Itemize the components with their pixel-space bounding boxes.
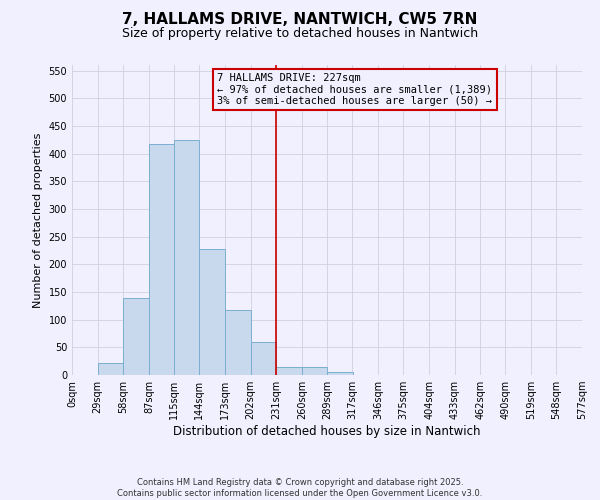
Bar xyxy=(251,342,276,375)
Bar xyxy=(302,366,328,375)
Text: Contains HM Land Registry data © Crown copyright and database right 2025.
Contai: Contains HM Land Registry data © Crown c… xyxy=(118,478,482,498)
X-axis label: Distribution of detached houses by size in Nantwich: Distribution of detached houses by size … xyxy=(173,425,481,438)
Text: Size of property relative to detached houses in Nantwich: Size of property relative to detached ho… xyxy=(122,28,478,40)
Bar xyxy=(328,372,353,375)
Bar xyxy=(276,367,302,375)
Bar xyxy=(225,310,251,375)
Text: 7 HALLAMS DRIVE: 227sqm
← 97% of detached houses are smaller (1,389)
3% of semi-: 7 HALLAMS DRIVE: 227sqm ← 97% of detache… xyxy=(217,72,493,106)
Bar xyxy=(98,363,123,375)
Bar xyxy=(149,144,175,375)
Bar xyxy=(123,298,149,375)
Bar xyxy=(173,140,199,375)
Text: 7, HALLAMS DRIVE, NANTWICH, CW5 7RN: 7, HALLAMS DRIVE, NANTWICH, CW5 7RN xyxy=(122,12,478,28)
Bar xyxy=(199,249,225,375)
Y-axis label: Number of detached properties: Number of detached properties xyxy=(33,132,43,308)
